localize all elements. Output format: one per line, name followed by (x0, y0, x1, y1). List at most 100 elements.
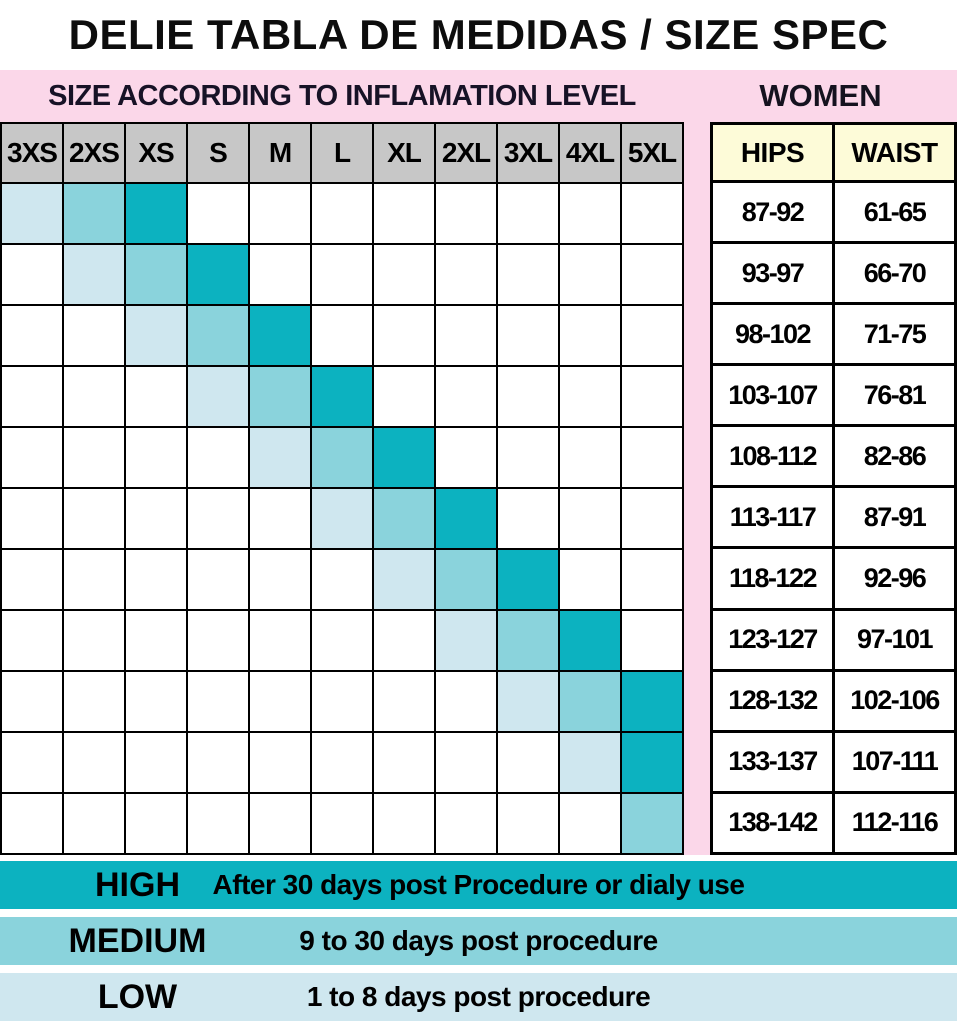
grid-cell-none (372, 609, 436, 672)
grid-cell-none (186, 670, 250, 733)
grid-cell-none (620, 426, 684, 489)
women-table-row: 128-132 102-106 (710, 668, 957, 733)
legend-label-low: LOW (97, 977, 178, 1016)
women-table-row: 108-112 82-86 (710, 424, 957, 489)
women-table-row: 118-122 92-96 (710, 546, 957, 611)
grid-cell-high (434, 487, 498, 550)
grid-cell-none (620, 243, 684, 306)
size-grid-row (0, 487, 684, 550)
grid-cell-none (62, 548, 126, 611)
grid-cell-none (248, 792, 312, 855)
grid-cell-none (558, 548, 622, 611)
women-heading: WOMEN (759, 78, 882, 113)
size-header-4xl: 4XL (558, 122, 622, 184)
hips-value: 108-112 (710, 424, 835, 489)
women-table-row: 123-127 97-101 (710, 607, 957, 672)
grid-cell-high (496, 548, 560, 611)
grid-cell-none (434, 304, 498, 367)
hips-value: 128-132 (710, 668, 835, 733)
grid-cell-low (558, 731, 622, 794)
grid-cell-none (0, 670, 64, 733)
legend-description-high: After 30 days post Procedure or dialy us… (212, 869, 745, 900)
grid-cell-high (124, 182, 188, 245)
legend: HIGH After 30 days post Procedure or dial… (0, 861, 957, 1021)
grid-cell-low (124, 304, 188, 367)
grid-cell-medium (186, 304, 250, 367)
grid-cell-none (496, 304, 560, 367)
size-grid-row (0, 243, 684, 306)
women-header-row: HIPS WAIST (710, 122, 957, 183)
grid-cell-high (558, 609, 622, 672)
grid-cell-none (0, 792, 64, 855)
grid-cell-none (496, 731, 560, 794)
grid-cell-none (186, 731, 250, 794)
women-table-row: 103-107 76-81 (710, 363, 957, 428)
grid-cell-high (620, 670, 684, 733)
grid-cell-high (372, 426, 436, 489)
grid-cell-none (62, 792, 126, 855)
grid-cell-none (186, 792, 250, 855)
grid-cell-none (558, 304, 622, 367)
grid-cell-none (0, 548, 64, 611)
waist-value: 102-106 (832, 668, 957, 733)
grid-cell-none (62, 731, 126, 794)
size-header-m: M (248, 122, 312, 184)
grid-cell-none (186, 182, 250, 245)
legend-row-medium: MEDIUM 9 to 30 days post procedure (0, 917, 957, 965)
grid-cell-none (496, 792, 560, 855)
grid-cell-none (62, 426, 126, 489)
grid-cell-none (0, 731, 64, 794)
size-header-xl: XL (372, 122, 436, 184)
hips-value: 123-127 (710, 607, 835, 672)
grid-cell-none (186, 487, 250, 550)
sub-banner: SIZE ACCORDING TO INFLAMATION LEVEL WOME… (0, 70, 957, 122)
waist-value: 71-75 (832, 302, 957, 367)
grid-cell-none (310, 609, 374, 672)
grid-cell-low (248, 426, 312, 489)
women-header-hips: HIPS (710, 122, 835, 183)
grid-cell-none (0, 304, 64, 367)
size-grid-row (0, 182, 684, 245)
grid-cell-none (310, 304, 374, 367)
waist-value: 66-70 (832, 241, 957, 306)
grid-cell-medium (62, 182, 126, 245)
hips-value: 93-97 (710, 241, 835, 306)
size-header-2xs: 2XS (62, 122, 126, 184)
grid-cell-none (372, 243, 436, 306)
grid-cell-none (620, 365, 684, 428)
grid-cell-none (248, 182, 312, 245)
grid-cell-high (248, 304, 312, 367)
hips-value: 103-107 (710, 363, 835, 428)
grid-cell-none (558, 426, 622, 489)
size-grid-row (0, 304, 684, 367)
inflammation-level-heading: SIZE ACCORDING TO INFLAMATION LEVEL (48, 79, 636, 112)
women-table-row: 138-142 112-116 (710, 790, 957, 856)
grid-cell-none (62, 487, 126, 550)
grid-cell-none (62, 670, 126, 733)
hips-value: 98-102 (710, 302, 835, 367)
grid-cell-none (496, 365, 560, 428)
grid-cell-none (620, 182, 684, 245)
grid-cell-medium (372, 487, 436, 550)
grid-cell-low (372, 548, 436, 611)
grid-cell-none (124, 548, 188, 611)
grid-cell-none (62, 365, 126, 428)
grid-cell-low (496, 670, 560, 733)
grid-cell-none (372, 182, 436, 245)
grid-cell-none (124, 731, 188, 794)
grid-cell-none (0, 243, 64, 306)
grid-cell-none (496, 243, 560, 306)
grid-cell-medium (124, 243, 188, 306)
size-header-5xl: 5XL (620, 122, 684, 184)
legend-description-medium: 9 to 30 days post procedure (299, 925, 658, 956)
grid-cell-medium (620, 792, 684, 855)
page-title: DELIE TABLA DE MEDIDAS / SIZE SPEC (0, 0, 957, 70)
women-table-row: 93-97 66-70 (710, 241, 957, 306)
grid-cell-none (248, 731, 312, 794)
hips-value: 113-117 (710, 485, 835, 550)
grid-cell-none (558, 365, 622, 428)
waist-value: 92-96 (832, 546, 957, 611)
grid-cell-none (558, 182, 622, 245)
grid-cell-none (124, 609, 188, 672)
grid-cell-none (434, 792, 498, 855)
